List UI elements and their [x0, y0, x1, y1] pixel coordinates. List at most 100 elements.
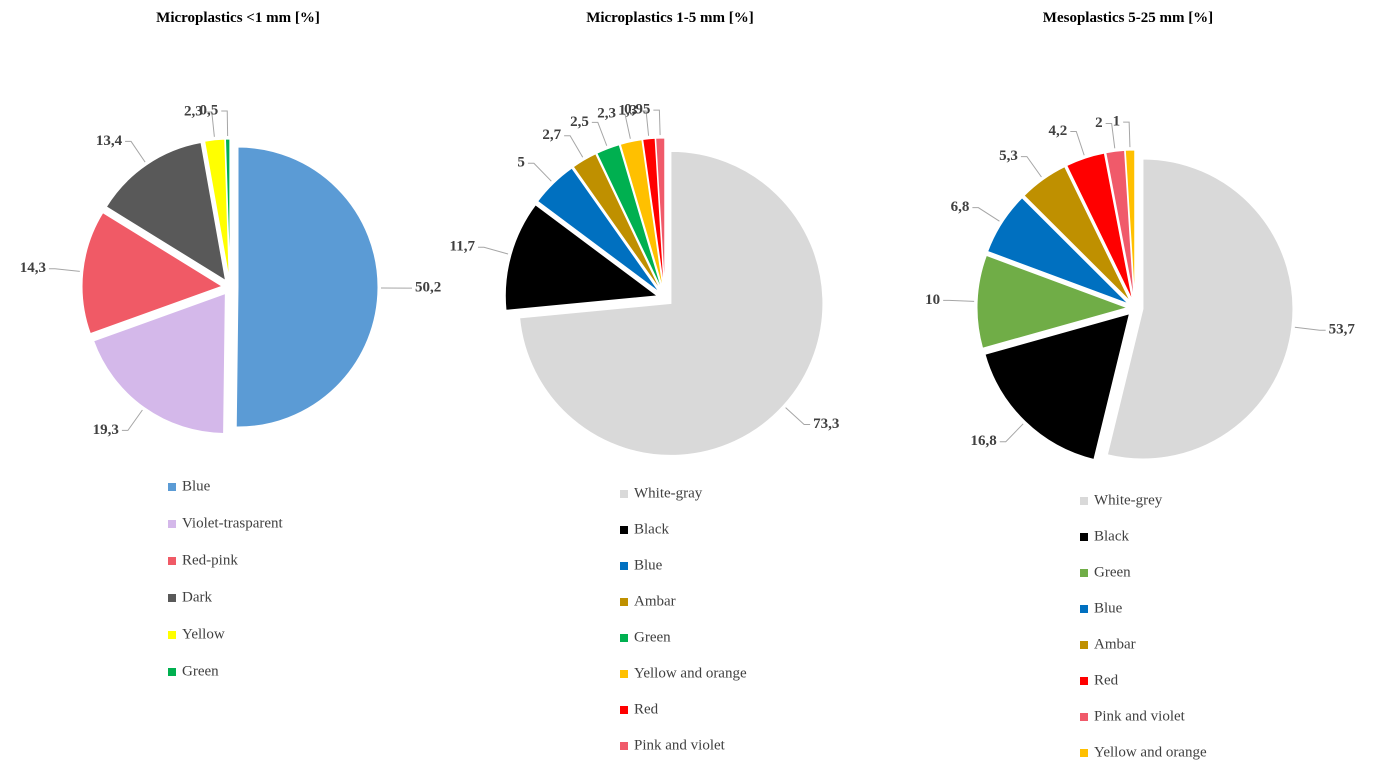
data-label: 5 — [517, 155, 525, 171]
pie-slice — [224, 138, 231, 280]
legend-swatch — [1080, 605, 1088, 613]
legend-swatch — [168, 594, 176, 602]
leader-line — [1105, 122, 1116, 149]
data-label: 73,3 — [813, 416, 839, 432]
legend-swatch — [1080, 749, 1088, 757]
legend-label: White-grey — [1094, 492, 1163, 508]
legend-label: White-gray — [634, 485, 703, 501]
legend-swatch — [1080, 497, 1088, 505]
legend-swatch — [620, 526, 628, 534]
pie-slice — [105, 141, 227, 282]
legend-swatch — [1080, 641, 1088, 649]
data-label: 2,3 — [184, 103, 203, 119]
pie-slice — [92, 292, 226, 435]
legend-swatch — [1080, 677, 1088, 685]
legend-label: Dark — [182, 589, 212, 605]
leader-line — [1123, 121, 1131, 148]
pie-slice — [642, 137, 665, 291]
legend-label: Green — [634, 629, 671, 645]
data-label: 1,3 — [618, 102, 637, 118]
leader-line — [121, 409, 143, 431]
leader-line — [477, 246, 509, 255]
data-label: 19,3 — [93, 422, 119, 438]
legend-label: Green — [1094, 564, 1131, 580]
pie-slice — [1066, 152, 1133, 301]
pie-slice — [655, 137, 666, 291]
leader-line — [564, 135, 584, 158]
legend-swatch — [1080, 569, 1088, 577]
pie-slice — [976, 254, 1129, 349]
data-label: 1 — [1113, 114, 1121, 130]
legend-label: Blue — [634, 557, 663, 573]
data-label: 0,95 — [624, 102, 650, 118]
legend-label: Pink and violet — [634, 737, 726, 753]
chart-title: Microplastics 1-5 mm [%] — [586, 10, 754, 26]
data-label: 0,5 — [199, 102, 218, 118]
data-label: 5,3 — [999, 148, 1018, 164]
pie-slice — [619, 139, 664, 291]
legend-swatch — [168, 520, 176, 528]
pie-slice — [987, 197, 1129, 305]
data-label: 4,2 — [1049, 123, 1068, 139]
data-label: 50,2 — [415, 280, 441, 296]
legend-label: Black — [634, 521, 669, 537]
pie-slice — [1106, 158, 1294, 460]
pie-slice — [81, 211, 224, 335]
pie-slice — [536, 167, 660, 293]
data-label: 14,3 — [20, 260, 46, 276]
pie-slice — [1023, 165, 1131, 302]
pie-slice — [1124, 149, 1136, 301]
legend-swatch — [1080, 533, 1088, 541]
legend-label: Yellow and orange — [1094, 744, 1207, 760]
legend-label: Yellow and orange — [634, 665, 747, 681]
data-label: 53,7 — [1329, 322, 1356, 338]
legend-swatch — [168, 483, 176, 491]
leader-line — [1020, 156, 1042, 178]
legend-label: Blue — [182, 478, 211, 494]
leader-line — [653, 109, 661, 136]
leader-line — [205, 111, 215, 137]
legend-label: Violet-trasparent — [182, 515, 284, 531]
pie-slice — [519, 150, 824, 456]
data-label: 16,8 — [971, 433, 997, 449]
leader-line — [1294, 326, 1326, 331]
legend-swatch — [168, 557, 176, 565]
pie-slice — [596, 144, 663, 291]
pie-slice — [572, 153, 662, 292]
leader-line — [943, 299, 975, 302]
leader-line — [591, 121, 608, 146]
legend-swatch — [620, 490, 628, 498]
legend-label: Red — [1094, 672, 1119, 688]
legend-label: Red-pink — [182, 552, 238, 568]
pie-slice — [1105, 149, 1135, 301]
leader-line — [785, 407, 811, 425]
legend-swatch — [620, 562, 628, 570]
data-label: 10 — [925, 292, 940, 308]
chart-title: Mesoplastics 5-25 mm [%] — [1043, 10, 1213, 26]
legend-swatch — [620, 706, 628, 714]
legend-label: Red — [634, 701, 659, 717]
data-label: 6,8 — [951, 199, 970, 215]
legend-label: Yellow — [182, 626, 225, 642]
legend-label: Pink and violet — [1094, 708, 1186, 724]
leader-line — [221, 110, 229, 137]
leader-line — [999, 423, 1024, 443]
pie-slice — [204, 138, 230, 280]
leader-line — [125, 140, 146, 163]
data-label: 2,3 — [597, 106, 616, 122]
data-label: 2,5 — [570, 114, 589, 130]
chart-title: Microplastics <1 mm [%] — [156, 10, 320, 26]
legend-label: Ambar — [1094, 636, 1136, 652]
leader-line — [619, 113, 631, 139]
legend-swatch — [168, 631, 176, 639]
legend-swatch — [620, 598, 628, 606]
legend-label: Blue — [1094, 600, 1123, 616]
leader-line — [48, 268, 80, 272]
leader-line — [1070, 131, 1085, 156]
legend-swatch — [620, 670, 628, 678]
pie-slice — [504, 204, 659, 311]
data-label: 2 — [1095, 115, 1103, 131]
pie-slice — [235, 146, 379, 428]
legend-swatch — [620, 634, 628, 642]
